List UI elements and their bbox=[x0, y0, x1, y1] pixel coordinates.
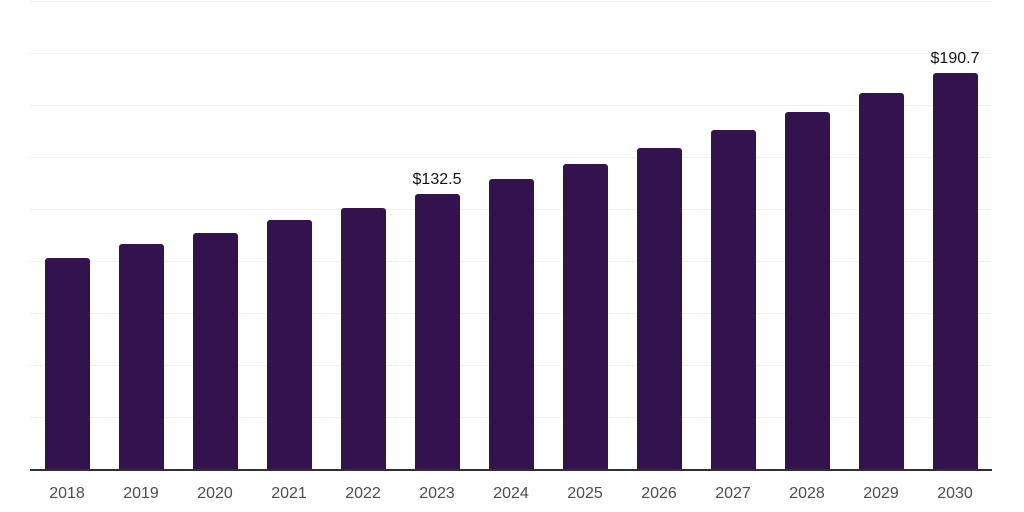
gridline-175 bbox=[30, 105, 992, 106]
bar-2030 bbox=[932, 73, 978, 470]
gridline-200 bbox=[30, 53, 992, 54]
x-tick-label-2028: 2028 bbox=[789, 485, 825, 502]
gridline-150 bbox=[30, 157, 992, 158]
x-tick-label-2022: 2022 bbox=[345, 485, 381, 502]
bar-2029 bbox=[858, 92, 904, 470]
bar-2023 bbox=[414, 194, 460, 470]
bar-2019 bbox=[118, 243, 164, 470]
bar-2025 bbox=[562, 163, 608, 470]
bar-2024 bbox=[488, 179, 534, 470]
bar-2027 bbox=[710, 130, 756, 470]
bar-2022 bbox=[340, 207, 386, 470]
x-tick-label-2025: 2025 bbox=[567, 485, 603, 502]
gridline-225 bbox=[30, 1, 992, 2]
x-tick-label-2026: 2026 bbox=[641, 485, 677, 502]
bar-2018 bbox=[44, 257, 90, 470]
x-tick-label-2030: 2030 bbox=[937, 485, 973, 502]
x-tick-label-2019: 2019 bbox=[123, 485, 159, 502]
x-tick-label-2029: 2029 bbox=[863, 485, 899, 502]
x-tick-label-2021: 2021 bbox=[271, 485, 307, 502]
bar-2020 bbox=[192, 232, 238, 470]
x-tick-label-2020: 2020 bbox=[197, 485, 233, 502]
bar-2028 bbox=[784, 112, 830, 470]
data-label-2023: $132.5 bbox=[412, 171, 462, 189]
x-axis-line bbox=[30, 469, 992, 471]
x-tick-label-2024: 2024 bbox=[493, 485, 529, 502]
x-tick-label-2018: 2018 bbox=[49, 485, 85, 502]
x-tick-label-2023: 2023 bbox=[419, 485, 455, 502]
x-tick-label-2027: 2027 bbox=[715, 485, 751, 502]
bar-2021 bbox=[266, 219, 312, 470]
bar-2026 bbox=[636, 148, 682, 470]
data-label-2030: $190.7 bbox=[930, 50, 980, 68]
